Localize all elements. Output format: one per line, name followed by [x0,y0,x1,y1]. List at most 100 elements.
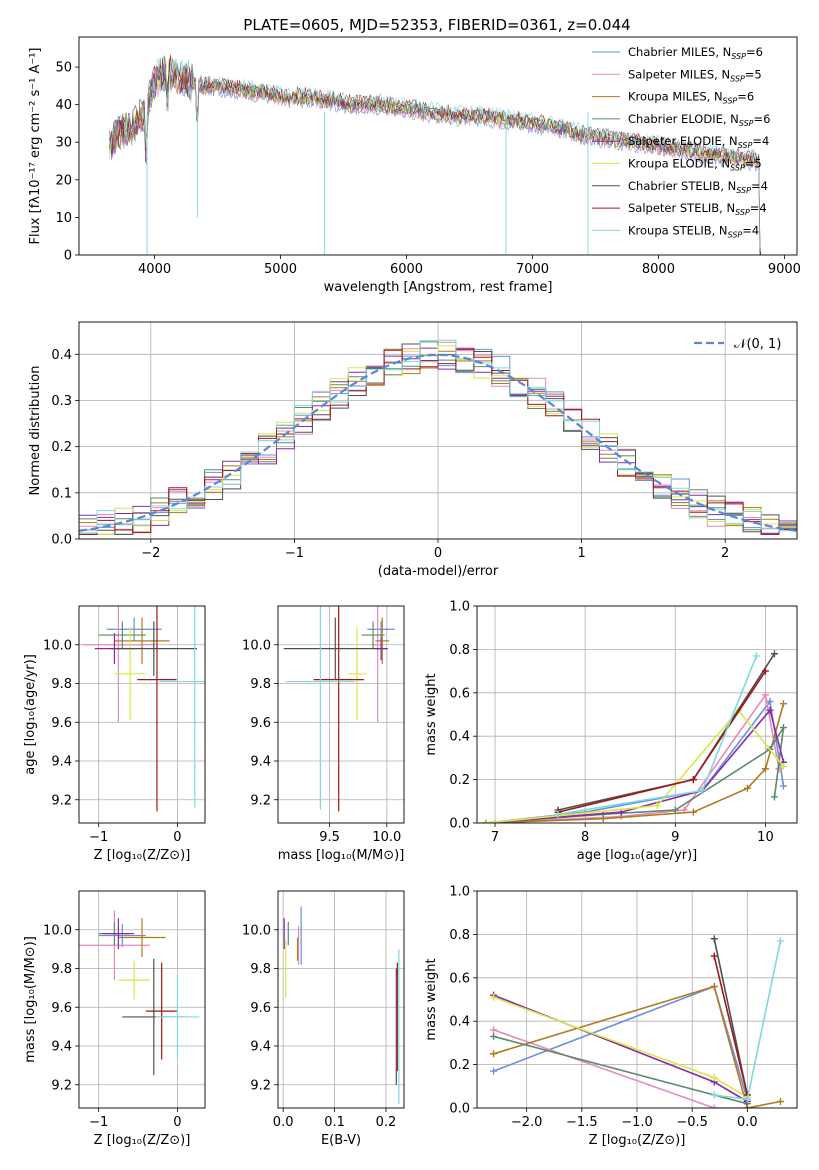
weight-line [557,670,767,813]
weight-marker [770,793,778,801]
weight-marker [779,724,787,732]
panel-weight-vs-Z: −2.0 −1.5 −1.0 −0.5 0.0 0.0 0.2 0.4 0.6 0.8 1.0 Z [… [424,885,798,1148]
y-tick-label: 9.6 [250,716,271,731]
y-tick-label: 0.4 [51,348,72,363]
x-tick-label: 0.0 [737,1115,758,1130]
y-tick-label: 10.0 [43,638,72,653]
y-tick-label: 9.8 [51,962,72,977]
plot-area-mass-vs-Z [79,891,205,1108]
weight-marker [743,784,751,792]
y-tick-label: 10 [55,211,72,226]
weight-marker [653,802,661,810]
legend-entry: Chabrier MILES, NSSP=6 [628,45,763,61]
x-tick-label: 0.2 [376,1115,397,1130]
axes-frame [78,890,206,1109]
plot-area-weight-vs-age [477,606,797,823]
axes-frame [277,890,405,1109]
axes-frame [78,321,798,540]
y-tick-label: 0.4 [449,1015,470,1030]
weight-marker [710,1091,718,1099]
weight-line [493,1035,748,1105]
x-tick-label: 0.1 [324,1115,345,1130]
y-tick-label: 10.0 [242,638,271,653]
x-axis-label: (data-model)/error [378,564,499,579]
y-axis-label: mass [log₁₀(M/M⊙)] [23,936,38,1063]
y-tick-label: 1.0 [449,885,470,900]
x-tick-label: −1 [89,830,108,845]
weight-marker [779,700,787,708]
weight-marker [710,952,718,960]
y-tick-label: 20 [55,173,72,188]
weight-marker [689,776,697,784]
x-tick-label: 0 [434,546,442,561]
plot-area-age-vs-mass [278,606,404,823]
weight-marker [766,697,774,705]
weight-marker [766,706,774,714]
normal-curve [79,353,797,532]
x-tick-label: 4000 [138,262,171,277]
spectrum-line [108,54,762,249]
weight-marker [776,937,784,945]
x-tick-label: 0 [173,830,181,845]
weight-line [485,708,785,823]
weight-marker [770,650,778,658]
x-tick-label: 9.5 [319,830,340,845]
y-tick-label: 50 [55,61,72,76]
y-tick-label: 0.0 [449,817,470,832]
axes-frame [78,605,206,824]
x-tick-label: 0 [173,1115,181,1130]
figure-title: PLATE=0605, MJD=52353, FIBERID=0361, z=0… [243,16,630,34]
legend-entry: Chabrier STELIB, NSSP=4 [628,179,768,195]
x-tick-label: 2 [721,546,729,561]
y-tick-label: 10.0 [43,923,72,938]
y-tick-label: 0.2 [449,1058,470,1073]
weight-marker [761,765,769,773]
axes-frame [78,36,798,256]
y-tick-label: 9.6 [250,1001,271,1016]
legend-entry: Kroupa MILES, NSSP=6 [628,90,754,106]
y-tick-label: 9.8 [250,962,271,977]
weight-line [485,699,785,823]
weight-marker [752,652,760,660]
x-tick-label: −1.5 [566,1115,598,1130]
x-tick-label: 10 [757,830,774,845]
y-axis-label: mass weight [424,673,439,755]
y-tick-label: 0.2 [449,773,470,788]
plot-area-age-vs-Z [79,606,205,823]
x-axis-label: mass [log₁₀(M/M⊙)] [278,848,405,863]
x-tick-label: −0.5 [676,1115,708,1130]
legend-entry: Salpeter ELODIE, NSSP=4 [628,134,769,150]
x-tick-label: 8000 [642,262,675,277]
y-tick-label: 9.2 [250,1078,271,1093]
weight-marker [710,982,718,990]
x-tick-label: −1 [89,1115,108,1130]
weight-marker [761,667,769,675]
y-tick-label: 9.8 [250,677,271,692]
x-tick-label: 6000 [390,262,423,277]
x-tick-label: 7000 [516,262,549,277]
y-tick-label: 1.0 [449,600,470,615]
weight-marker [698,786,706,794]
y-tick-label: 0 [64,249,72,264]
x-tick-label: 7 [491,830,499,845]
weight-marker [689,808,697,816]
y-tick-label: 9.2 [51,793,72,808]
weight-marker [710,935,718,943]
weight-marker [776,1097,784,1105]
y-tick-label: 0.8 [449,643,470,658]
y-tick-label: 9.8 [51,677,72,692]
panel-age-vs-mass: 9.5 10.0 9.2 9.4 9.6 9.8 10.0 mass [log₁₀(M/M⊙)… [242,605,405,863]
y-tick-label: 9.6 [51,716,72,731]
panel-spectrum: 4000 5000 6000 7000 8000 9000 0 10 20 30 40 50 Chabr… [28,36,801,295]
x-tick-label: 0.0 [273,1115,294,1130]
axes-frame [476,890,798,1109]
x-tick-label: −1 [285,546,304,561]
y-tick-label: 0.3 [51,394,72,409]
plot-area-mass-vs-EBV [278,891,404,1108]
legend-entry: 𝒩(0, 1) [734,337,781,352]
y-tick-label: 0.1 [51,486,72,501]
x-tick-label: 5000 [264,262,297,277]
x-tick-label: 8 [581,830,589,845]
x-axis-label: Z [log₁₀(Z/Z⊙)] [94,848,191,863]
weight-marker [482,819,490,823]
